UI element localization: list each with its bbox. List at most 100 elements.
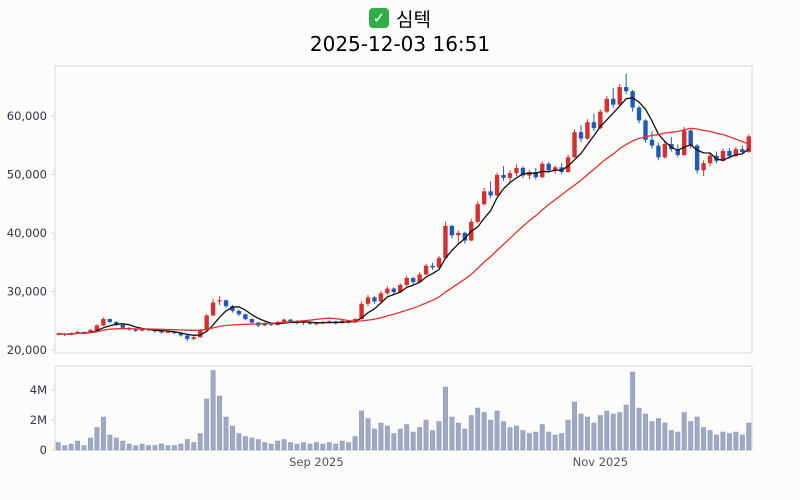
volume-bar: [113, 437, 119, 451]
candle-body: [546, 163, 551, 171]
candle-body: [565, 157, 571, 173]
volume-bar: [481, 412, 487, 451]
candle-body: [307, 321, 313, 324]
volume-bar: [494, 410, 500, 451]
volume-bar: [75, 440, 81, 451]
candle-body: [475, 204, 480, 222]
volume-bar: [655, 418, 661, 451]
volume-bar: [714, 434, 719, 451]
candle-body: [578, 132, 584, 139]
candle-body: [404, 278, 409, 286]
volume-bar: [520, 430, 526, 451]
candle-body: [372, 297, 377, 302]
volume-bar: [668, 430, 674, 451]
candle-body: [230, 306, 235, 311]
candle-body: [165, 331, 171, 333]
candle-body: [636, 107, 642, 121]
volume-bar: [152, 445, 158, 451]
candle-body: [172, 331, 177, 334]
x-axis-label: Nov 2025: [573, 455, 628, 469]
volume-bar: [649, 421, 655, 451]
candle-body: [694, 145, 700, 171]
candle-body: [210, 302, 216, 316]
volume-bar: [294, 443, 300, 451]
volume-bar: [662, 422, 668, 451]
candle-body: [481, 191, 487, 205]
candle-body: [449, 225, 455, 236]
candle-body: [107, 319, 113, 322]
volume-bar: [552, 434, 558, 451]
volume-bar: [333, 443, 339, 451]
candle-body: [75, 331, 80, 334]
volume-bar: [210, 370, 216, 451]
candle-body: [662, 143, 668, 158]
candle-body: [617, 87, 622, 105]
volume-bar: [475, 407, 481, 451]
candle-body: [223, 300, 229, 307]
volume-bar: [417, 427, 423, 451]
candle-body: [727, 150, 732, 157]
volume-bar: [430, 430, 435, 451]
candle-body: [682, 130, 687, 156]
volume-bar: [197, 433, 203, 451]
volume-bar: [591, 422, 597, 451]
volume-bar: [100, 416, 106, 451]
candle-body: [630, 91, 635, 108]
volume-bar: [733, 431, 739, 451]
volume-bar: [204, 398, 210, 451]
candle-body: [591, 122, 597, 129]
volume-bar: [694, 416, 700, 451]
candle-body: [611, 98, 616, 105]
candle-body: [236, 310, 242, 315]
volume-bar: [604, 410, 610, 451]
candlestick-chart: 20,000 30,000 40,000 50,000 60,000 0 2M 4M Sep 2…: [7, 65, 753, 469]
candle-body: [598, 111, 603, 129]
candle-body: [391, 288, 397, 293]
volume-bar: [675, 431, 681, 451]
volume-bar: [739, 434, 745, 451]
volume-bar: [120, 440, 126, 451]
volume-tick-label: 4M: [30, 383, 47, 397]
volume-bar: [339, 440, 345, 451]
volume-bar: [539, 424, 545, 451]
chart-title-line: ✓ 심텍: [0, 5, 800, 31]
volume-bar: [268, 443, 274, 451]
volume-bar: [68, 443, 74, 451]
candle-body: [456, 232, 461, 236]
volume-bar: [746, 422, 752, 451]
candle-body: [514, 167, 519, 174]
candle-body: [436, 258, 442, 268]
chart-datetime: 2025-12-03 16:51: [309, 32, 491, 56]
candle-body: [398, 285, 403, 293]
volume-bar: [171, 445, 177, 451]
candle-body: [243, 314, 248, 320]
volume-panel-border: [54, 365, 753, 451]
volume-bar: [397, 428, 403, 451]
volume-bar: [391, 433, 397, 451]
candle-body: [301, 321, 306, 324]
candle-body: [540, 163, 545, 178]
volume-bar: [688, 421, 694, 451]
x-axis-label: Sep 2025: [289, 455, 344, 469]
volume-bar: [726, 433, 732, 451]
volume-bar: [326, 442, 332, 451]
candle-body: [198, 330, 203, 338]
candle-body: [688, 130, 693, 146]
candle-body: [675, 149, 680, 156]
candle-body: [656, 145, 661, 158]
price-tick-label: 30,000: [7, 285, 47, 299]
candle-body: [746, 136, 751, 153]
candle-body: [572, 132, 577, 158]
candle-body: [501, 174, 506, 178]
volume-bar: [107, 434, 113, 451]
volume-bar: [55, 442, 61, 451]
candle-body: [101, 319, 106, 326]
volume-bar: [513, 425, 519, 451]
candle-body: [249, 319, 255, 323]
volume-bar: [301, 442, 306, 451]
volume-bar: [262, 442, 268, 451]
volume-bar: [184, 439, 190, 451]
candle-body: [269, 323, 274, 325]
candle-body: [649, 139, 655, 146]
